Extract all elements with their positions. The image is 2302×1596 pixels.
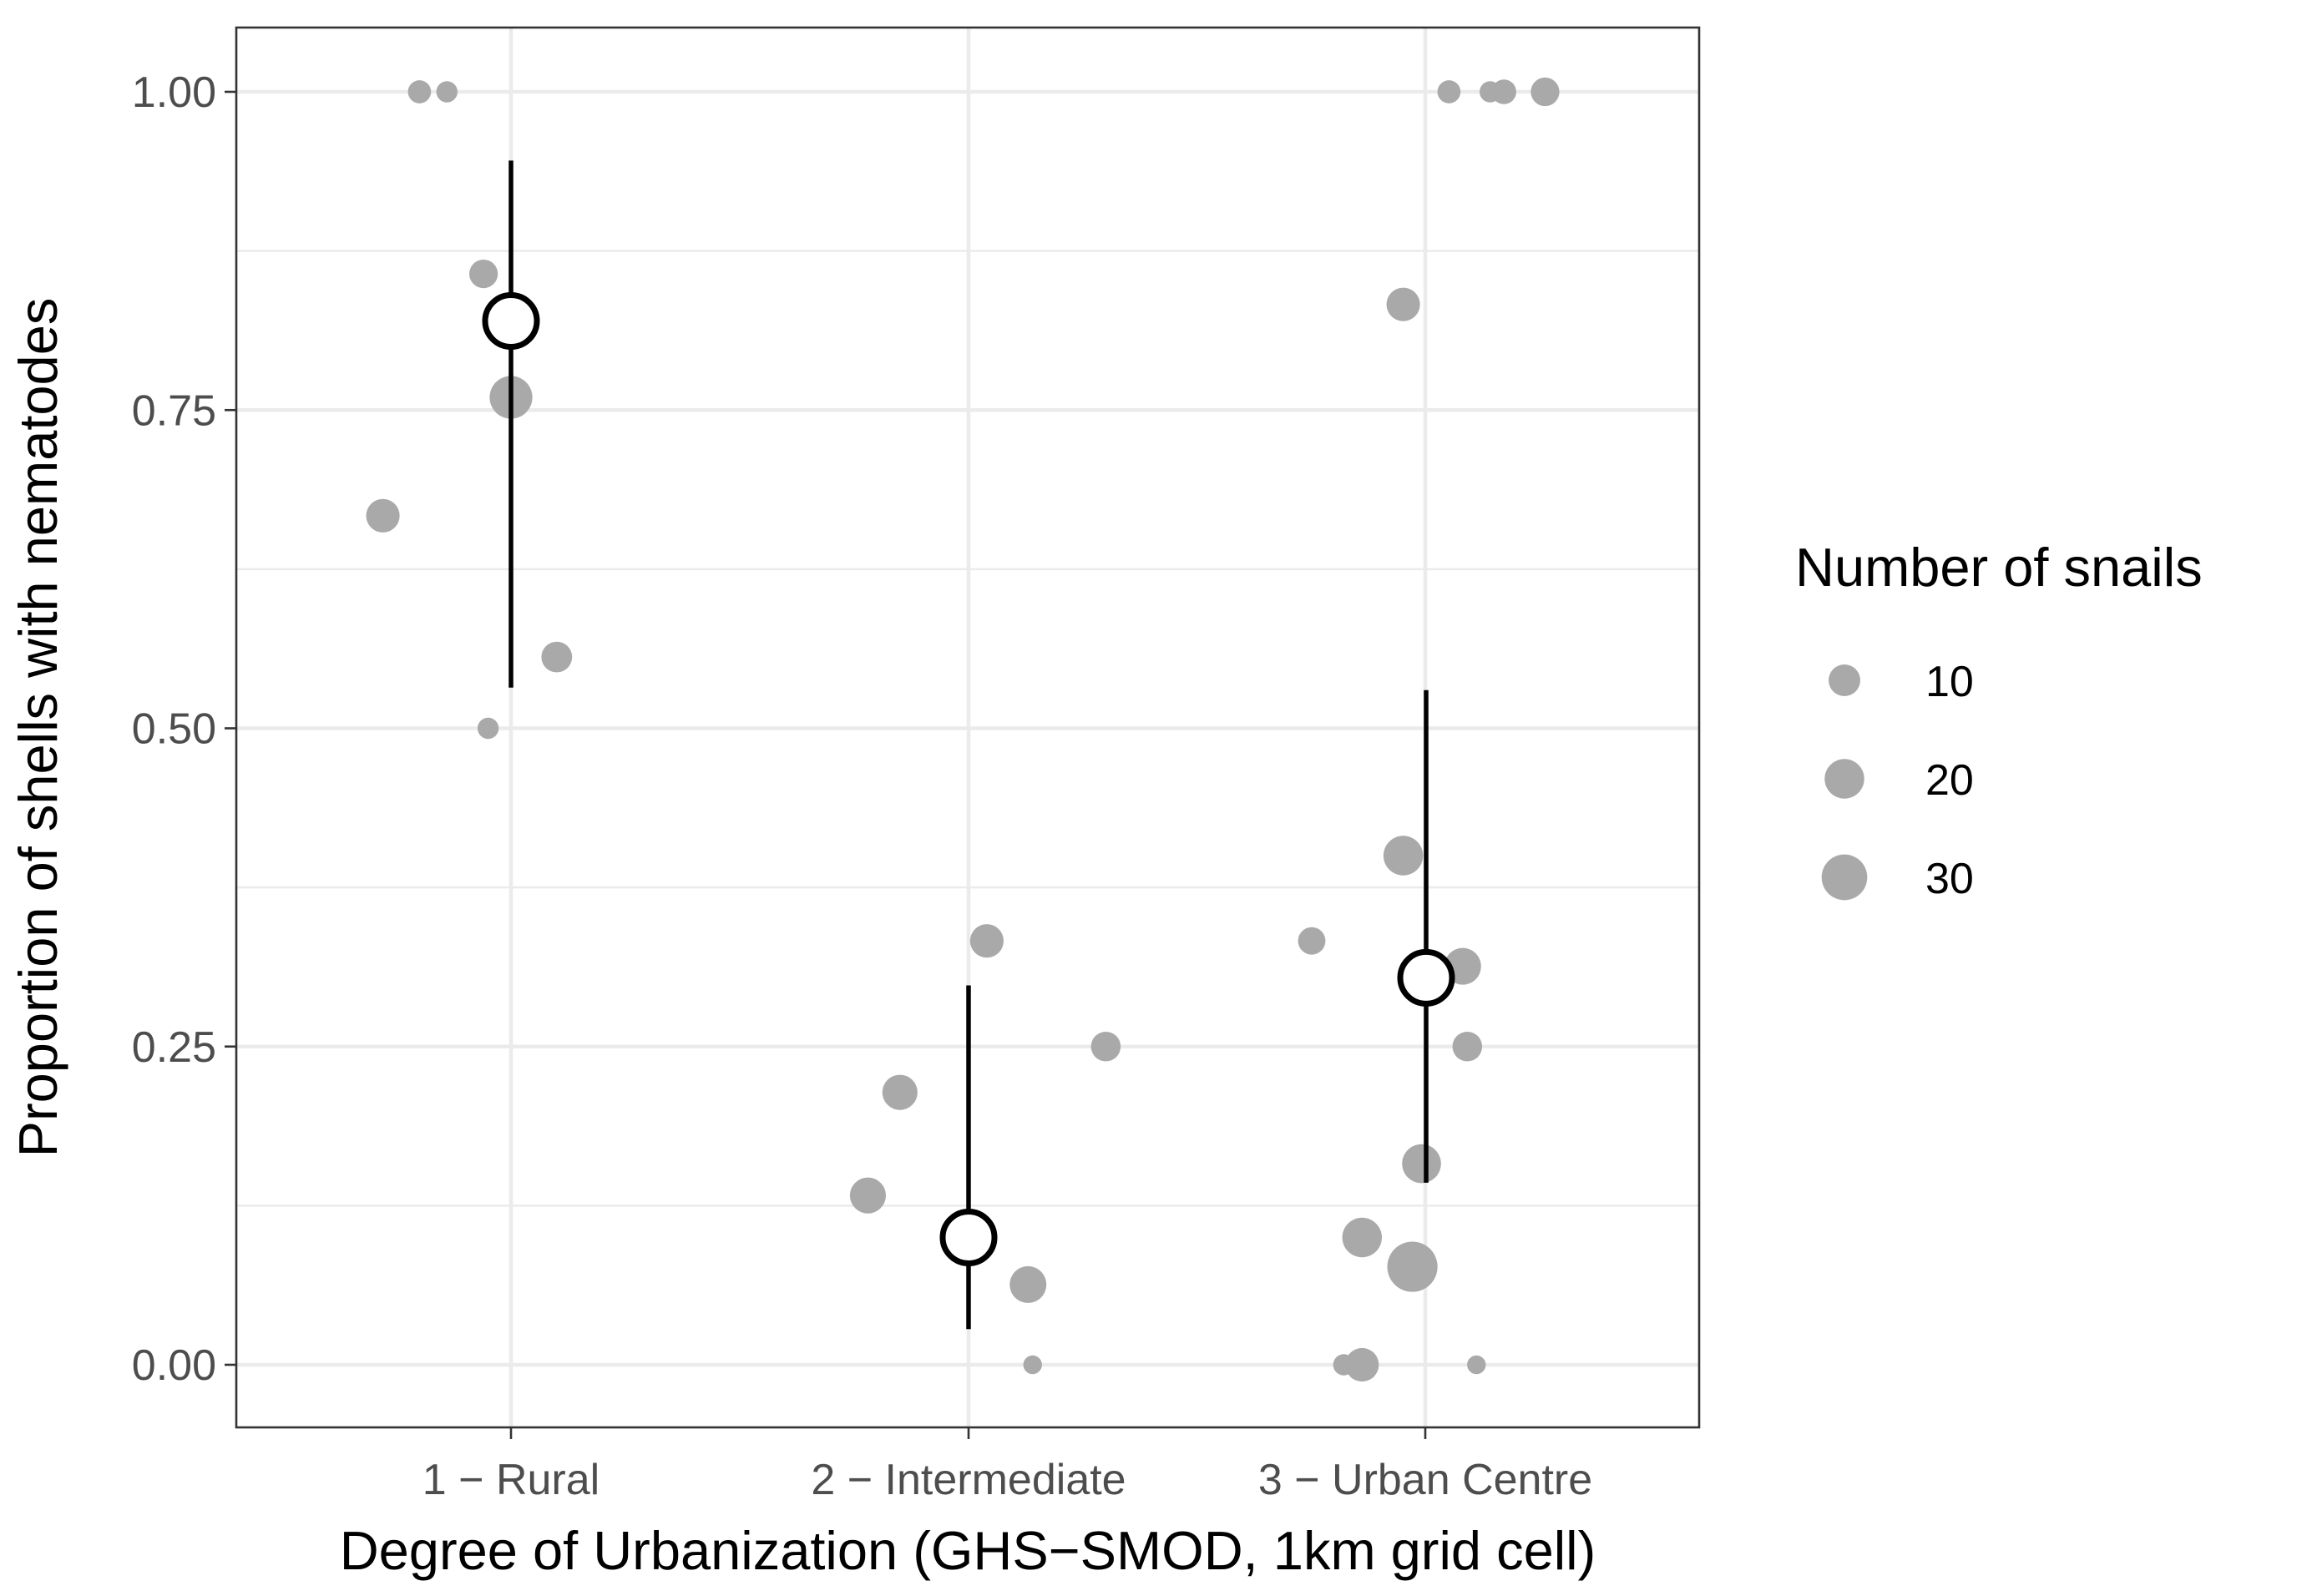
y-tick-label: 0.00 — [132, 1341, 216, 1390]
data-point — [882, 1074, 918, 1110]
data-point — [1387, 1241, 1438, 1292]
data-point — [1023, 1355, 1042, 1375]
estimate-point — [939, 1209, 998, 1266]
data-point — [1386, 287, 1420, 321]
x-tick-label: 1 − Rural — [422, 1456, 600, 1504]
data-point — [1467, 1355, 1486, 1375]
data-points — [366, 77, 1560, 1382]
data-point — [1342, 1217, 1382, 1258]
data-point — [1090, 1031, 1121, 1062]
legend: Number of snails 10 20 30 — [1795, 537, 2203, 903]
data-point — [407, 80, 432, 104]
estimate-point — [482, 292, 540, 350]
data-point — [541, 641, 573, 673]
data-point — [1009, 1265, 1047, 1303]
y-tick-label: 1.00 — [132, 68, 216, 117]
y-tick-label: 0.25 — [132, 1023, 216, 1072]
y-axis-title: Proportion of shells with nematodes — [8, 298, 68, 1158]
data-point — [1402, 1144, 1441, 1184]
axes: 0.00 0.25 0.50 0.75 1.00 1 − Rural 2 − Interme… — [132, 68, 1592, 1504]
data-point — [366, 498, 400, 533]
data-point — [969, 924, 1004, 958]
y-tick-label: 0.75 — [132, 386, 216, 435]
data-point — [468, 259, 498, 289]
data-point — [1452, 1031, 1483, 1062]
x-axis-title: Degree of Urbanization (GHS−SMOD, 1km gr… — [340, 1520, 1596, 1581]
y-tick-label: 0.50 — [132, 705, 216, 754]
data-point — [1298, 927, 1326, 955]
legend-label: 20 — [1925, 756, 1974, 805]
x-tick-label: 3 − Urban Centre — [1258, 1456, 1592, 1504]
legend-key — [1821, 854, 1868, 901]
data-point — [436, 81, 458, 103]
legend-label: 30 — [1925, 855, 1974, 903]
estimate-point — [1397, 948, 1455, 1007]
data-point — [1530, 77, 1560, 107]
legend-entries: 10 20 30 — [1821, 658, 1974, 903]
data-point — [1383, 836, 1424, 876]
legend-key — [1824, 759, 1864, 799]
x-tick-label: 2 − Intermediate — [811, 1456, 1126, 1504]
legend-key — [1829, 664, 1860, 696]
data-point — [477, 717, 499, 740]
data-point — [1491, 79, 1516, 104]
data-point — [1437, 80, 1461, 104]
data-point — [849, 1177, 886, 1214]
estimates — [482, 160, 1455, 1330]
legend-title: Number of snails — [1795, 537, 2203, 598]
data-point — [1345, 1347, 1379, 1382]
legend-label: 10 — [1925, 658, 1974, 706]
